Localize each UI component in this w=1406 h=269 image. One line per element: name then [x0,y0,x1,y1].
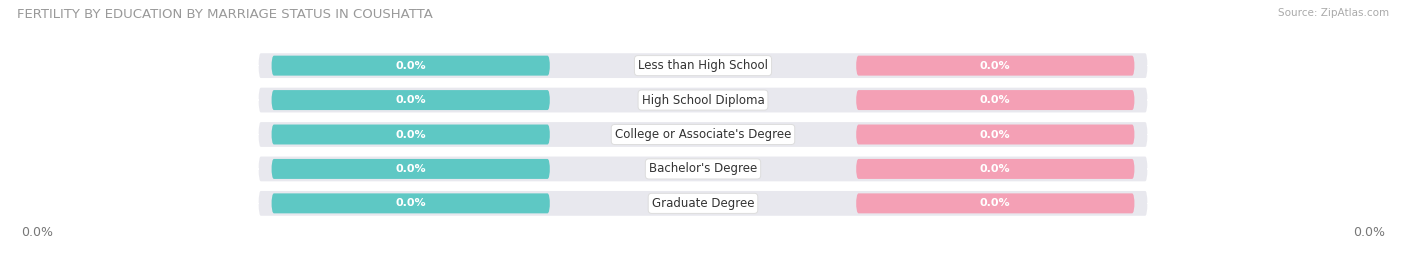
FancyBboxPatch shape [271,125,550,144]
Text: 0.0%: 0.0% [980,95,1011,105]
FancyBboxPatch shape [856,56,1135,76]
Text: FERTILITY BY EDUCATION BY MARRIAGE STATUS IN COUSHATTA: FERTILITY BY EDUCATION BY MARRIAGE STATU… [17,8,433,21]
Text: 0.0%: 0.0% [980,164,1011,174]
FancyBboxPatch shape [257,190,1149,217]
FancyBboxPatch shape [856,125,1135,144]
FancyBboxPatch shape [856,193,1135,213]
FancyBboxPatch shape [856,90,1135,110]
FancyBboxPatch shape [271,56,550,76]
FancyBboxPatch shape [257,121,1149,148]
Text: 0.0%: 0.0% [980,198,1011,208]
Text: 0.0%: 0.0% [980,61,1011,71]
Text: College or Associate's Degree: College or Associate's Degree [614,128,792,141]
FancyBboxPatch shape [271,90,550,110]
FancyBboxPatch shape [257,52,1149,79]
Text: 0.0%: 0.0% [395,198,426,208]
FancyBboxPatch shape [257,87,1149,114]
Text: 0.0%: 0.0% [1353,226,1385,239]
Text: Source: ZipAtlas.com: Source: ZipAtlas.com [1278,8,1389,18]
FancyBboxPatch shape [856,159,1135,179]
Text: 0.0%: 0.0% [980,129,1011,140]
Text: Graduate Degree: Graduate Degree [652,197,754,210]
Text: 0.0%: 0.0% [395,61,426,71]
Text: High School Diploma: High School Diploma [641,94,765,107]
Text: 0.0%: 0.0% [395,164,426,174]
Text: Bachelor's Degree: Bachelor's Degree [650,162,756,175]
Text: 0.0%: 0.0% [395,129,426,140]
Text: Less than High School: Less than High School [638,59,768,72]
Text: 0.0%: 0.0% [395,95,426,105]
Text: 0.0%: 0.0% [21,226,53,239]
FancyBboxPatch shape [271,193,550,213]
FancyBboxPatch shape [271,159,550,179]
FancyBboxPatch shape [257,155,1149,182]
